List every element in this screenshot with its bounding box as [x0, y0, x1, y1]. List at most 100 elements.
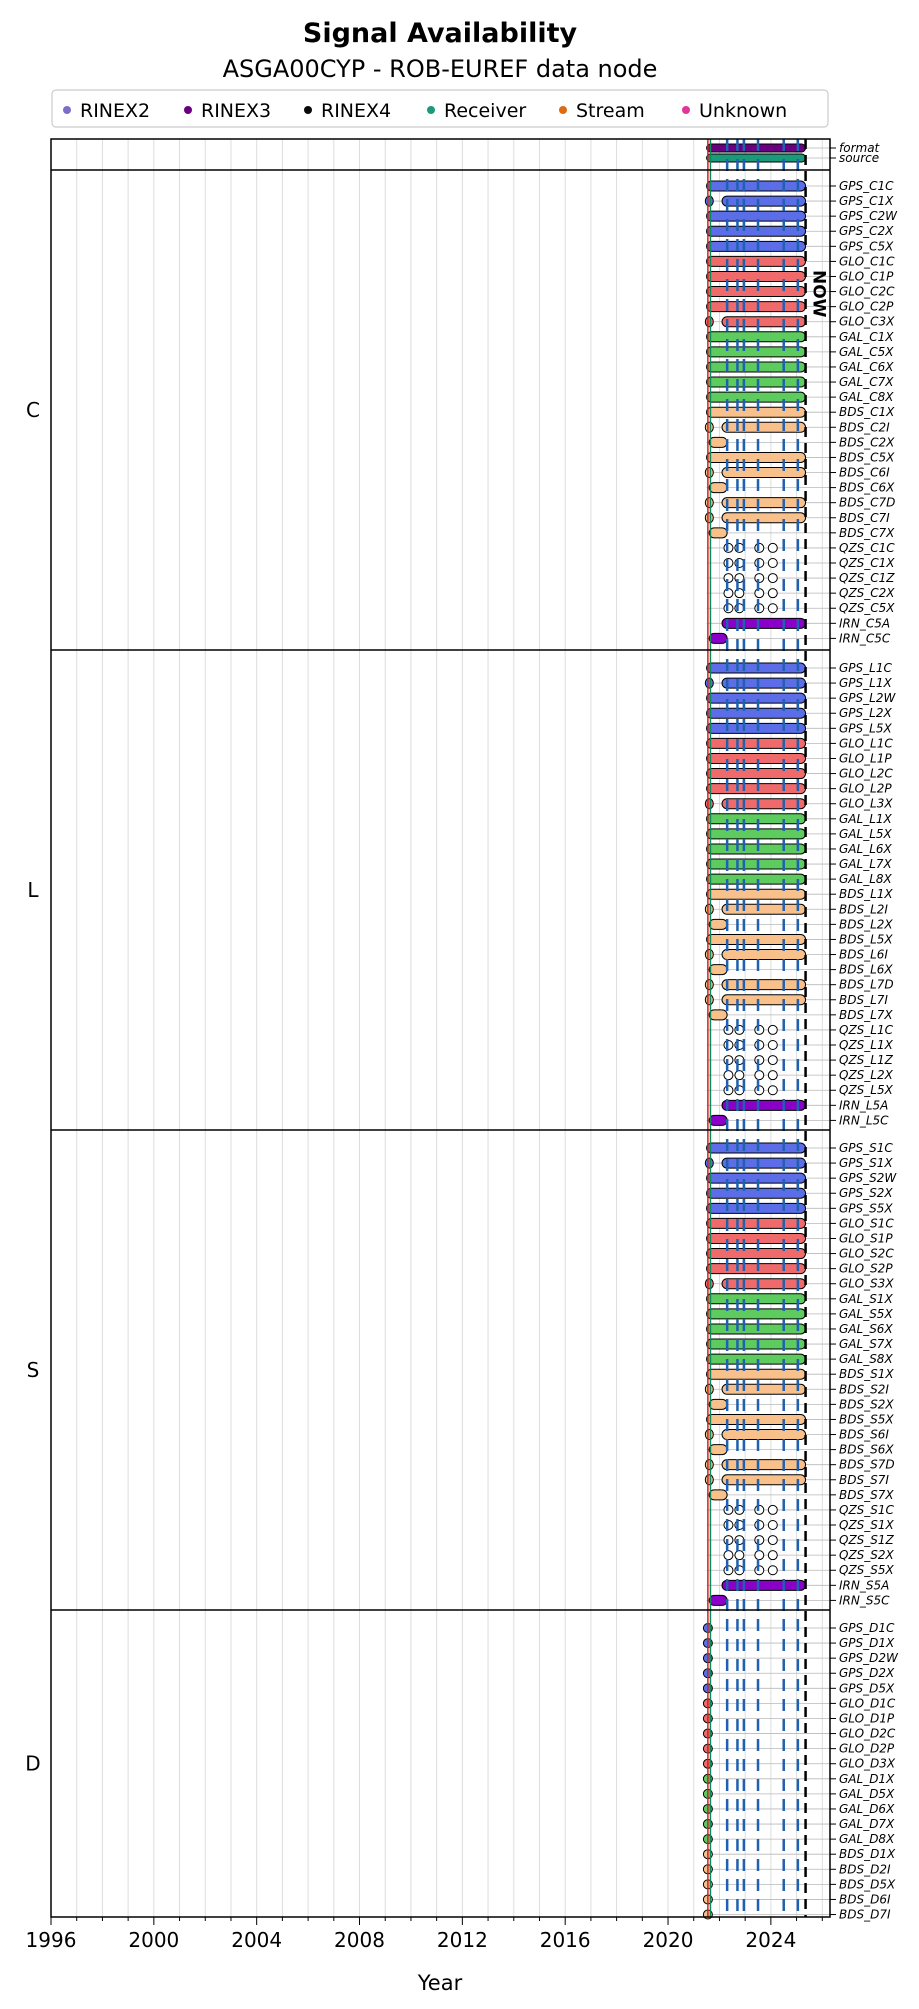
availability-bar [706, 451, 807, 463]
availability-bar [706, 888, 807, 900]
availability-point [767, 1040, 778, 1050]
availability-bar [706, 933, 807, 945]
row-label: GLO_C1P [839, 269, 894, 283]
row-label: GLO_C2P [839, 300, 894, 314]
availability-bar [706, 286, 807, 298]
availability-bar [706, 1187, 807, 1199]
row-label: GPS_L2W [839, 691, 896, 705]
row-label: QZS_S2X [839, 1548, 895, 1562]
row-label: GLO_D2P [839, 1742, 895, 1756]
legend-label-rinex4: RINEX4 [321, 100, 391, 122]
grid-lines [50, 139, 823, 1917]
availability-bar [704, 979, 714, 991]
availability-point [754, 542, 765, 553]
row-label: BDS_C6I [839, 466, 890, 480]
availability-bar [721, 1157, 807, 1169]
row-label: GPS_D2X [839, 1666, 895, 1680]
row-label: GAL_L5X [839, 827, 893, 841]
row-label: GPS_C2X [839, 224, 894, 238]
row-label: GAL_C1X [839, 330, 894, 344]
row-label: GAL_D8X [839, 1832, 895, 1846]
availability-point [767, 558, 778, 568]
row-label: GAL_D5X [839, 1787, 895, 1801]
availability-bar [704, 316, 714, 328]
availability-bar [704, 421, 714, 433]
row-label: BDS_D6I [839, 1892, 891, 1906]
availability-point [754, 1565, 765, 1576]
availability-bar [721, 949, 807, 961]
availability-point [767, 588, 778, 599]
availability-point [723, 1070, 734, 1081]
row-label: GAL_S1X [839, 1292, 893, 1306]
x-tick-label: 2012 [437, 1928, 488, 1952]
availability-bar [721, 421, 807, 433]
row-label: GPS_L1X [839, 676, 892, 690]
availability-bar [721, 1383, 807, 1395]
row-label: BDS_S2I [839, 1382, 889, 1396]
legend-marker-unknown [682, 106, 690, 114]
row-label: GAL_C7X [839, 375, 894, 389]
now-label: NOW [809, 270, 829, 318]
row-label: GAL_C5X [839, 345, 894, 359]
row-label: BDS_D1X [839, 1847, 896, 1861]
row-label: GPS_D1C [839, 1621, 895, 1635]
availability-point [754, 1504, 765, 1515]
availability-bar [704, 1383, 714, 1395]
row-label: BDS_C5X [839, 450, 895, 464]
row-label: GLO_S1C [839, 1216, 894, 1230]
row-label: BDS_C1X [839, 405, 895, 419]
availability-bar [708, 1398, 728, 1410]
availability-point [723, 603, 734, 614]
row-label: QZS_S1C [839, 1503, 895, 1517]
availability-bar [721, 677, 807, 689]
availability-bar [704, 1474, 714, 1486]
row-label: IRN_L5A [839, 1098, 888, 1112]
row-label: GPS_S5X [839, 1201, 893, 1215]
legend-marker-rinex3 [184, 106, 192, 114]
availability-bar [706, 1248, 807, 1260]
availability-point [723, 542, 734, 553]
availability-point [723, 1565, 734, 1576]
availability-bar [708, 964, 728, 976]
legend-box [51, 89, 829, 128]
availability-point [723, 1085, 734, 1096]
row-label: BDS_S2X [839, 1397, 894, 1411]
row-label: GAL_S8X [839, 1352, 893, 1366]
availability-bar [706, 813, 807, 825]
row-label: GAL_L6X [839, 842, 893, 856]
availability-bar [721, 903, 807, 915]
row-label: BDS_L2X [839, 917, 893, 931]
row-label: GLO_D1C [839, 1696, 896, 1710]
x-tick-label: 2024 [745, 1928, 796, 1952]
group-label-l: L [27, 878, 39, 902]
availability-point [767, 1535, 778, 1546]
availability-bar [721, 617, 807, 629]
row-label: QZS_L5X [839, 1083, 894, 1097]
availability-bar [706, 873, 807, 885]
row-label: QZS_S1X [839, 1518, 895, 1532]
availability-bar [706, 376, 807, 388]
availability-bar [706, 707, 807, 719]
x-tick-label: 2016 [540, 1928, 591, 1952]
availability-point [767, 1504, 778, 1515]
row-label: GLO_L2C [839, 767, 893, 781]
legend-label-receiver: Receiver [444, 100, 526, 122]
availability-bar [706, 210, 807, 222]
row-label: GAL_D7X [839, 1817, 895, 1831]
availability-bar [706, 406, 807, 418]
row-label: GLO_D2C [839, 1727, 896, 1741]
availability-point [754, 573, 765, 584]
availability-point [767, 603, 778, 614]
availability-bar [708, 1114, 728, 1126]
row-label: BDS_S1X [839, 1367, 894, 1381]
row-label: GPS_S1C [839, 1141, 893, 1155]
x-tick-label: 1996 [26, 1928, 77, 1952]
legend: RINEX2 RINEX3 RINEX4 Receiver Stream Unknown [51, 89, 829, 128]
row-label: GAL_D6X [839, 1802, 895, 1816]
row-label: GPS_L1C [839, 661, 892, 675]
availability-point [754, 1520, 765, 1530]
availability-bar [704, 195, 714, 207]
availability-bar [706, 1172, 807, 1184]
availability-point [723, 1504, 734, 1515]
